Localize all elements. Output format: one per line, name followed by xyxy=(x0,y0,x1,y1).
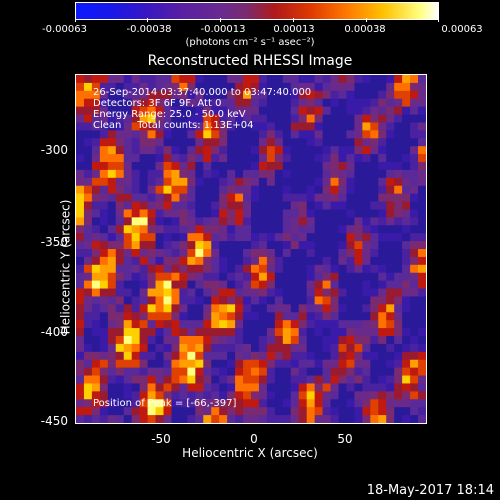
colorbar-tick-label: -0.00038 xyxy=(126,24,172,35)
y-tick-label: -400 xyxy=(40,325,68,339)
colorbar-tick-mark xyxy=(75,18,76,22)
info-clean-counts: Clean Total counts: 1.13E+04 xyxy=(93,120,254,131)
colorbar xyxy=(75,2,439,20)
x-tick-label: -50 xyxy=(151,432,171,446)
colorbar-tick-label: -0.00013 xyxy=(200,24,246,35)
colorbar-tick-label: 0.00013 xyxy=(273,24,315,35)
info-detectors: Detectors: 3F 6F 9F, Att 0 xyxy=(93,98,222,109)
x-tick-label: 0 xyxy=(250,432,258,446)
y-tick-label: -350 xyxy=(40,235,68,249)
colorbar-tick-mark xyxy=(293,18,294,22)
colorbar-tick-mark xyxy=(220,18,221,22)
colorbar-tick-label: -0.00063 xyxy=(42,24,87,35)
colorbar-tick-label: 0.00063 xyxy=(441,24,483,35)
y-tick-label: -450 xyxy=(40,414,68,428)
timestamp-footer: 18-May-2017 18:14 xyxy=(366,483,494,498)
colorbar-tick-mark xyxy=(147,18,148,22)
peak-position: Position of Peak = [-66,-397] xyxy=(93,398,237,409)
image-title: Reconstructed RHESSI Image xyxy=(147,53,353,69)
colorbar-tick-mark xyxy=(438,18,439,22)
colorbar-units: (photons cm⁻² s⁻¹ asec⁻²) xyxy=(185,37,315,48)
rhessi-image-plot xyxy=(75,74,427,424)
colorbar-tick-mark xyxy=(366,18,367,22)
rhessi-heatmap xyxy=(76,75,426,423)
info-energy-range: Energy Range: 25.0 - 50.0 keV xyxy=(93,109,246,120)
colorbar-tick-label: 0.00038 xyxy=(344,24,386,35)
x-axis-label: Heliocentric X (arcsec) xyxy=(182,446,318,460)
x-tick-label: 50 xyxy=(337,432,353,446)
y-tick-label: -300 xyxy=(40,143,68,157)
y-axis-label: Heliocentric Y (arcsec) xyxy=(58,199,73,335)
info-time-range: 26-Sep-2014 03:37:40.000 to 03:47:40.000 xyxy=(93,87,312,98)
